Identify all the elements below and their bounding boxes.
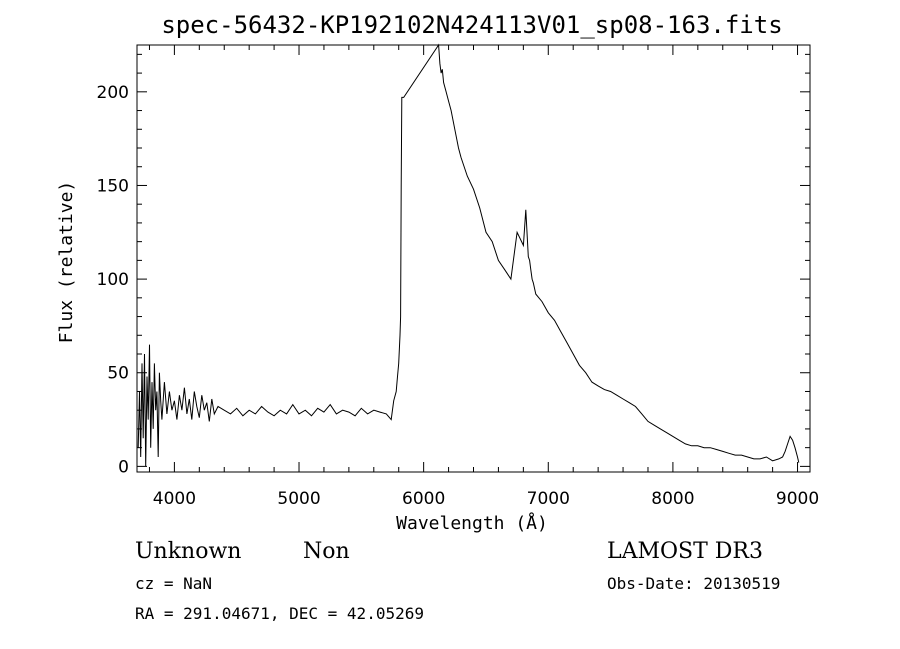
x-tick-label: 5000 bbox=[277, 489, 320, 509]
observation-date: Obs-Date: 20130519 bbox=[607, 574, 781, 593]
chart-title: spec-56432-KP192102N424113V01_sp08-163.f… bbox=[161, 11, 782, 39]
axis-ticks bbox=[137, 45, 810, 472]
x-tick-label: 7000 bbox=[527, 489, 570, 509]
x-axis-label: Wavelength (Å) bbox=[396, 512, 548, 534]
coordinates: RA = 291.04671, DEC = 42.05269 bbox=[135, 604, 424, 623]
flux-series-line bbox=[137, 43, 800, 467]
y-tick-label: 0 bbox=[118, 457, 129, 477]
object-class: Unknown bbox=[135, 539, 242, 564]
plot-frame bbox=[136, 44, 811, 473]
redshift-cz: cz = NaN bbox=[135, 574, 213, 593]
survey-name: LAMOST DR3 bbox=[607, 539, 763, 564]
x-tick-label: 6000 bbox=[402, 489, 445, 509]
y-axis-label: Flux (relative) bbox=[56, 181, 77, 344]
x-tick-label: 8000 bbox=[651, 489, 694, 509]
x-tick-label: 4000 bbox=[153, 489, 196, 509]
y-tick-label: 200 bbox=[97, 83, 129, 103]
axis-tick-labels: 4000 5000 6000 7000 8000 9000 0 50 100 150 200 bbox=[97, 83, 820, 509]
x-tick-label: 9000 bbox=[776, 489, 819, 509]
y-tick-label: 50 bbox=[107, 364, 129, 384]
y-tick-label: 150 bbox=[97, 176, 129, 196]
y-tick-label: 100 bbox=[97, 270, 129, 290]
object-subclass: Non bbox=[303, 539, 350, 564]
